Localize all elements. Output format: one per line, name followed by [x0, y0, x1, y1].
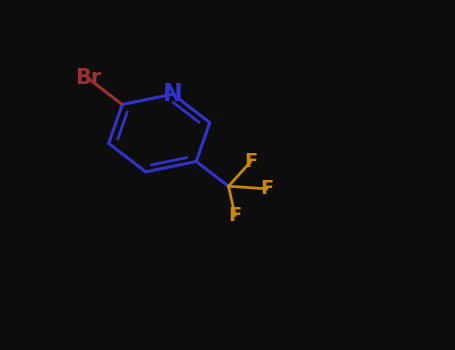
- Text: F: F: [244, 152, 257, 172]
- Text: N: N: [163, 82, 182, 106]
- Text: Br: Br: [75, 68, 101, 88]
- Text: F: F: [260, 179, 273, 198]
- Text: F: F: [228, 206, 242, 225]
